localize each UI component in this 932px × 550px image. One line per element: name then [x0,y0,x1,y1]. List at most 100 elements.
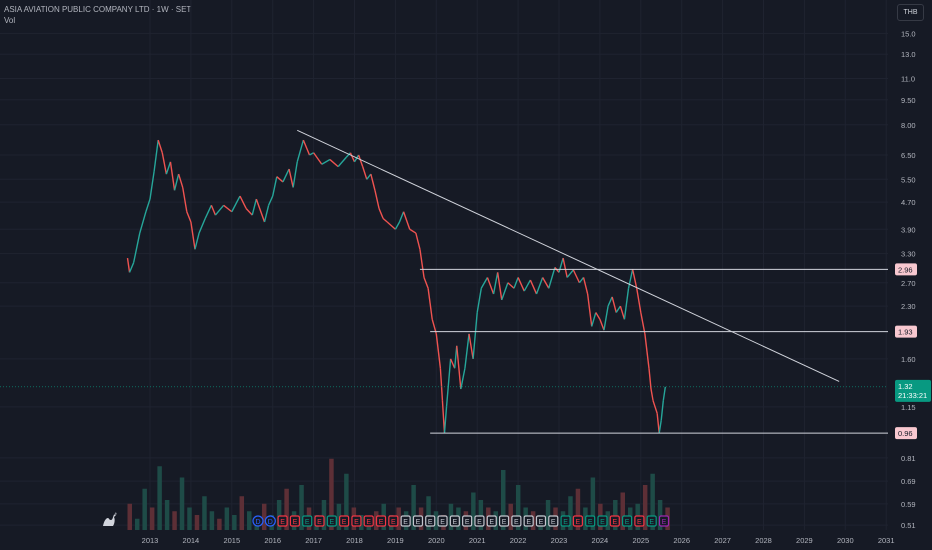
volume-bar [590,477,596,530]
currency-button[interactable]: THB [897,4,924,21]
earnings-marker[interactable]: E [658,515,670,527]
volume-bar [650,473,655,530]
earnings-marker[interactable]: E [646,515,657,527]
earnings-marker[interactable]: E [474,515,485,527]
earnings-marker[interactable]: E [412,515,424,527]
price-segment [492,272,499,295]
event-marker-letter: E [526,519,531,526]
earnings-marker[interactable]: E [302,515,313,527]
event-marker-letter: E [465,519,470,526]
event-marker-letter: E [489,519,494,526]
price-segment [182,187,188,212]
event-marker-letter: E [280,519,285,526]
price-segment [603,305,609,331]
earnings-marker-box [634,515,645,527]
earnings-marker-box [511,515,522,527]
earnings-marker[interactable]: E [535,515,547,527]
x-tick-label: 2016 [264,536,281,545]
price-segment [345,152,351,158]
earnings-marker[interactable]: E [523,515,534,527]
price-segment [198,218,206,234]
earnings-marker[interactable]: E [498,515,510,527]
price-segment [231,195,241,213]
earnings-marker[interactable]: E [572,515,583,527]
volume-bar [224,507,230,530]
earnings-marker[interactable]: E [425,515,436,527]
drawings[interactable] [0,129,888,434]
volume-bar [396,507,401,530]
level-price-label: 1.93 [898,328,913,337]
price-segment [419,249,425,278]
chart-legend: ASIA AVIATION PUBLIC COMPANY LTD · 1W · … [4,4,191,26]
volume-bar [433,511,439,530]
price-segment [627,269,634,289]
earnings-marker[interactable]: E [351,515,362,527]
event-marker-letter: E [625,519,630,526]
event-marker-letter: E [366,519,371,526]
earnings-marker[interactable]: E [585,515,596,527]
price-segment [251,198,258,216]
symbol-title[interactable]: ASIA AVIATION PUBLIC COMPANY LTD · 1W · … [4,5,192,14]
earnings-marker[interactable]: E [388,515,399,527]
earnings-marker-box [302,515,313,527]
earnings-marker[interactable]: E [597,515,608,527]
price-segment [423,277,429,289]
price-segment [566,269,574,278]
volume-bar [134,518,140,530]
dividend-marker[interactable]: D [264,515,276,527]
y-tick-label: 9.50 [901,96,916,105]
y-tick-label: 6.50 [901,151,916,160]
y-tick-label: 13.0 [901,50,916,59]
earnings-marker[interactable]: E [289,515,301,527]
price-segment [415,232,421,250]
price-segment [435,333,442,369]
earnings-marker[interactable]: E [363,515,374,527]
earnings-marker[interactable]: E [511,515,522,527]
earnings-marker-box [351,515,362,527]
earnings-marker[interactable]: E [621,515,633,527]
price-segment [357,154,364,167]
price-segment [153,140,159,172]
earnings-marker[interactable]: E [462,515,473,527]
earnings-marker[interactable]: E [339,515,350,527]
price-segment [398,211,405,223]
volume-label[interactable]: Vol [4,16,16,25]
earnings-marker[interactable]: E [560,515,571,527]
dividend-marker[interactable]: D [252,515,264,527]
price-segment [161,152,168,175]
earnings-marker[interactable]: E [277,515,288,527]
earnings-marker[interactable]: E [449,515,460,527]
earnings-marker[interactable]: E [375,515,387,527]
event-marker-letter: E [428,519,433,526]
earnings-marker[interactable]: E [437,515,448,527]
earnings-marker[interactable]: E [634,515,645,527]
last-price-label: 1.32 [898,382,913,391]
x-tick-label: 2024 [592,536,609,545]
earnings-marker[interactable]: E [400,515,411,527]
price-segment [267,195,274,206]
event-marker-letter: E [649,519,654,526]
earnings-marker[interactable]: E [326,515,337,527]
price-segment [276,176,284,183]
price-segment [165,161,172,175]
volume-bar [426,496,431,530]
price-segment [460,368,466,390]
tradingview-logo-icon[interactable] [100,509,120,529]
earnings-marker[interactable]: E [314,515,325,527]
earnings-marker[interactable]: E [609,515,620,527]
earnings-marker-box [449,515,460,527]
price-segment [169,161,176,191]
x-tick-label: 2022 [510,536,527,545]
y-tick-label: 3.90 [901,225,916,234]
earnings-marker[interactable]: E [486,515,497,527]
price-segment [309,152,314,156]
price-segment [578,277,585,284]
price-segment [554,266,560,273]
earnings-marker[interactable]: E [548,515,559,527]
volume-bar [284,488,289,530]
price-segment [210,205,217,216]
volume-bar [239,496,245,530]
price-segment [623,288,630,320]
